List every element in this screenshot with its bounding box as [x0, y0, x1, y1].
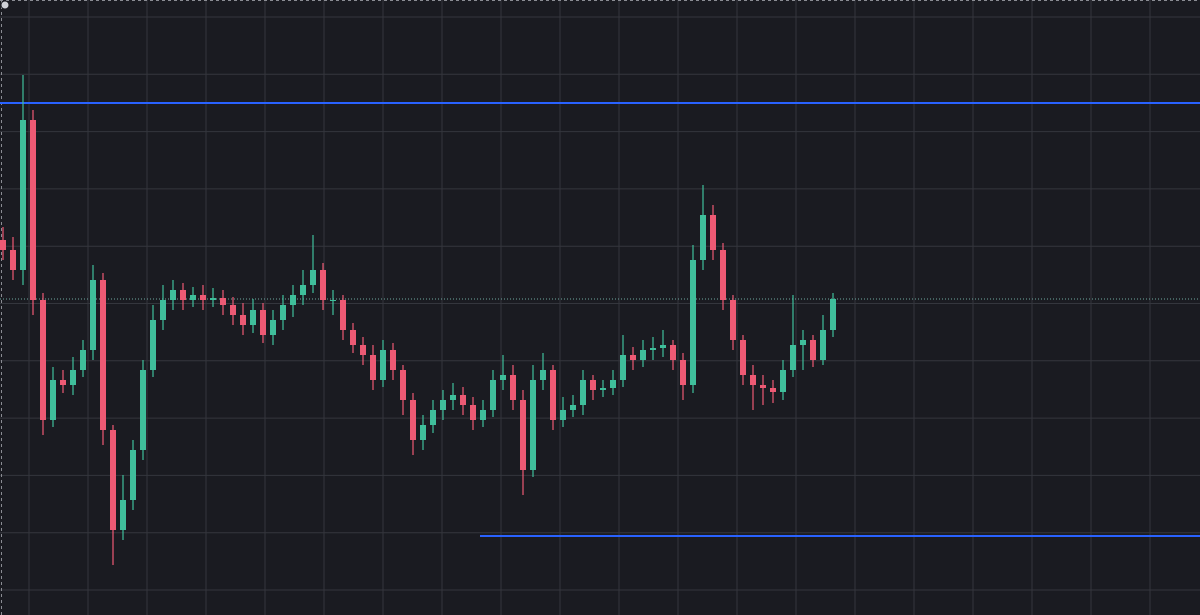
candle-body — [80, 350, 86, 370]
candle-body — [290, 295, 296, 305]
candle-body — [210, 298, 216, 300]
candle-body — [170, 290, 176, 300]
candle-body — [70, 370, 76, 385]
candle-body — [570, 405, 576, 410]
candle-body — [500, 375, 506, 380]
candle-body — [560, 410, 566, 420]
candle-body — [820, 330, 826, 360]
candle-body — [620, 355, 626, 380]
candle-body — [490, 380, 496, 410]
candle-body — [830, 299, 836, 330]
candle-body — [380, 350, 386, 380]
candle-body — [540, 370, 546, 380]
candle-body — [790, 345, 796, 370]
candle-body — [630, 355, 636, 360]
candle-body — [40, 300, 46, 420]
candle-body — [350, 330, 356, 345]
candle-body — [320, 270, 326, 300]
candle-body — [110, 430, 116, 530]
candle-body — [0, 240, 6, 250]
candle-body — [530, 380, 536, 470]
candle-body — [30, 120, 36, 300]
candle-body — [90, 280, 96, 350]
candle-body — [270, 320, 276, 335]
candle-body — [20, 120, 26, 270]
candle-body — [330, 300, 336, 301]
candle-body — [180, 290, 186, 300]
candle-body — [360, 345, 366, 355]
candle-body — [510, 375, 516, 400]
candle-body — [140, 370, 146, 450]
candle-body — [670, 345, 676, 360]
candle-body — [310, 270, 316, 285]
candle-body — [200, 295, 206, 300]
candle-body — [750, 375, 756, 385]
candle-body — [480, 410, 486, 420]
candle-body — [690, 260, 696, 385]
candle-body — [10, 250, 16, 270]
candle-body — [740, 340, 746, 375]
candle-body — [260, 310, 266, 335]
candle-body — [770, 388, 776, 392]
candle-body — [610, 380, 616, 388]
candle-body — [700, 215, 706, 260]
candle-body — [710, 215, 716, 250]
candle-body — [370, 355, 376, 380]
candle-body — [300, 285, 306, 295]
candle-body — [460, 395, 466, 405]
candle-body — [60, 380, 66, 385]
candle-body — [410, 400, 416, 440]
candle-body — [430, 410, 436, 425]
candle-body — [580, 380, 586, 405]
candle-body — [120, 500, 126, 530]
candle-body — [400, 370, 406, 400]
candle-body — [190, 295, 196, 300]
candle-body — [150, 320, 156, 370]
candle-body — [730, 300, 736, 340]
candle-body — [130, 450, 136, 500]
candle-body — [660, 345, 666, 348]
candle-body — [720, 250, 726, 300]
candle-body — [220, 298, 226, 305]
candle-body — [160, 300, 166, 320]
candle-body — [640, 350, 646, 360]
candle-body — [780, 370, 786, 392]
candle-body — [590, 380, 596, 390]
candle-body — [230, 305, 236, 315]
candle-body — [760, 385, 766, 388]
candle-body — [280, 305, 286, 320]
candle-body — [100, 280, 106, 430]
candle-body — [650, 348, 656, 350]
candle-body — [550, 370, 556, 420]
candle-body — [390, 350, 396, 370]
candle-body — [450, 395, 456, 400]
candle-body — [250, 310, 256, 325]
candle-body — [50, 380, 56, 420]
candle-body — [810, 340, 816, 360]
candle-body — [440, 400, 446, 410]
candle-body — [800, 340, 806, 345]
candle-body — [520, 400, 526, 470]
corner-handle[interactable] — [0, 0, 10, 10]
candle-body — [470, 405, 476, 420]
candle-body — [600, 388, 606, 390]
candle-body — [340, 300, 346, 330]
candle-body — [240, 315, 246, 325]
candle-body — [680, 360, 686, 385]
candle-body — [420, 425, 426, 440]
